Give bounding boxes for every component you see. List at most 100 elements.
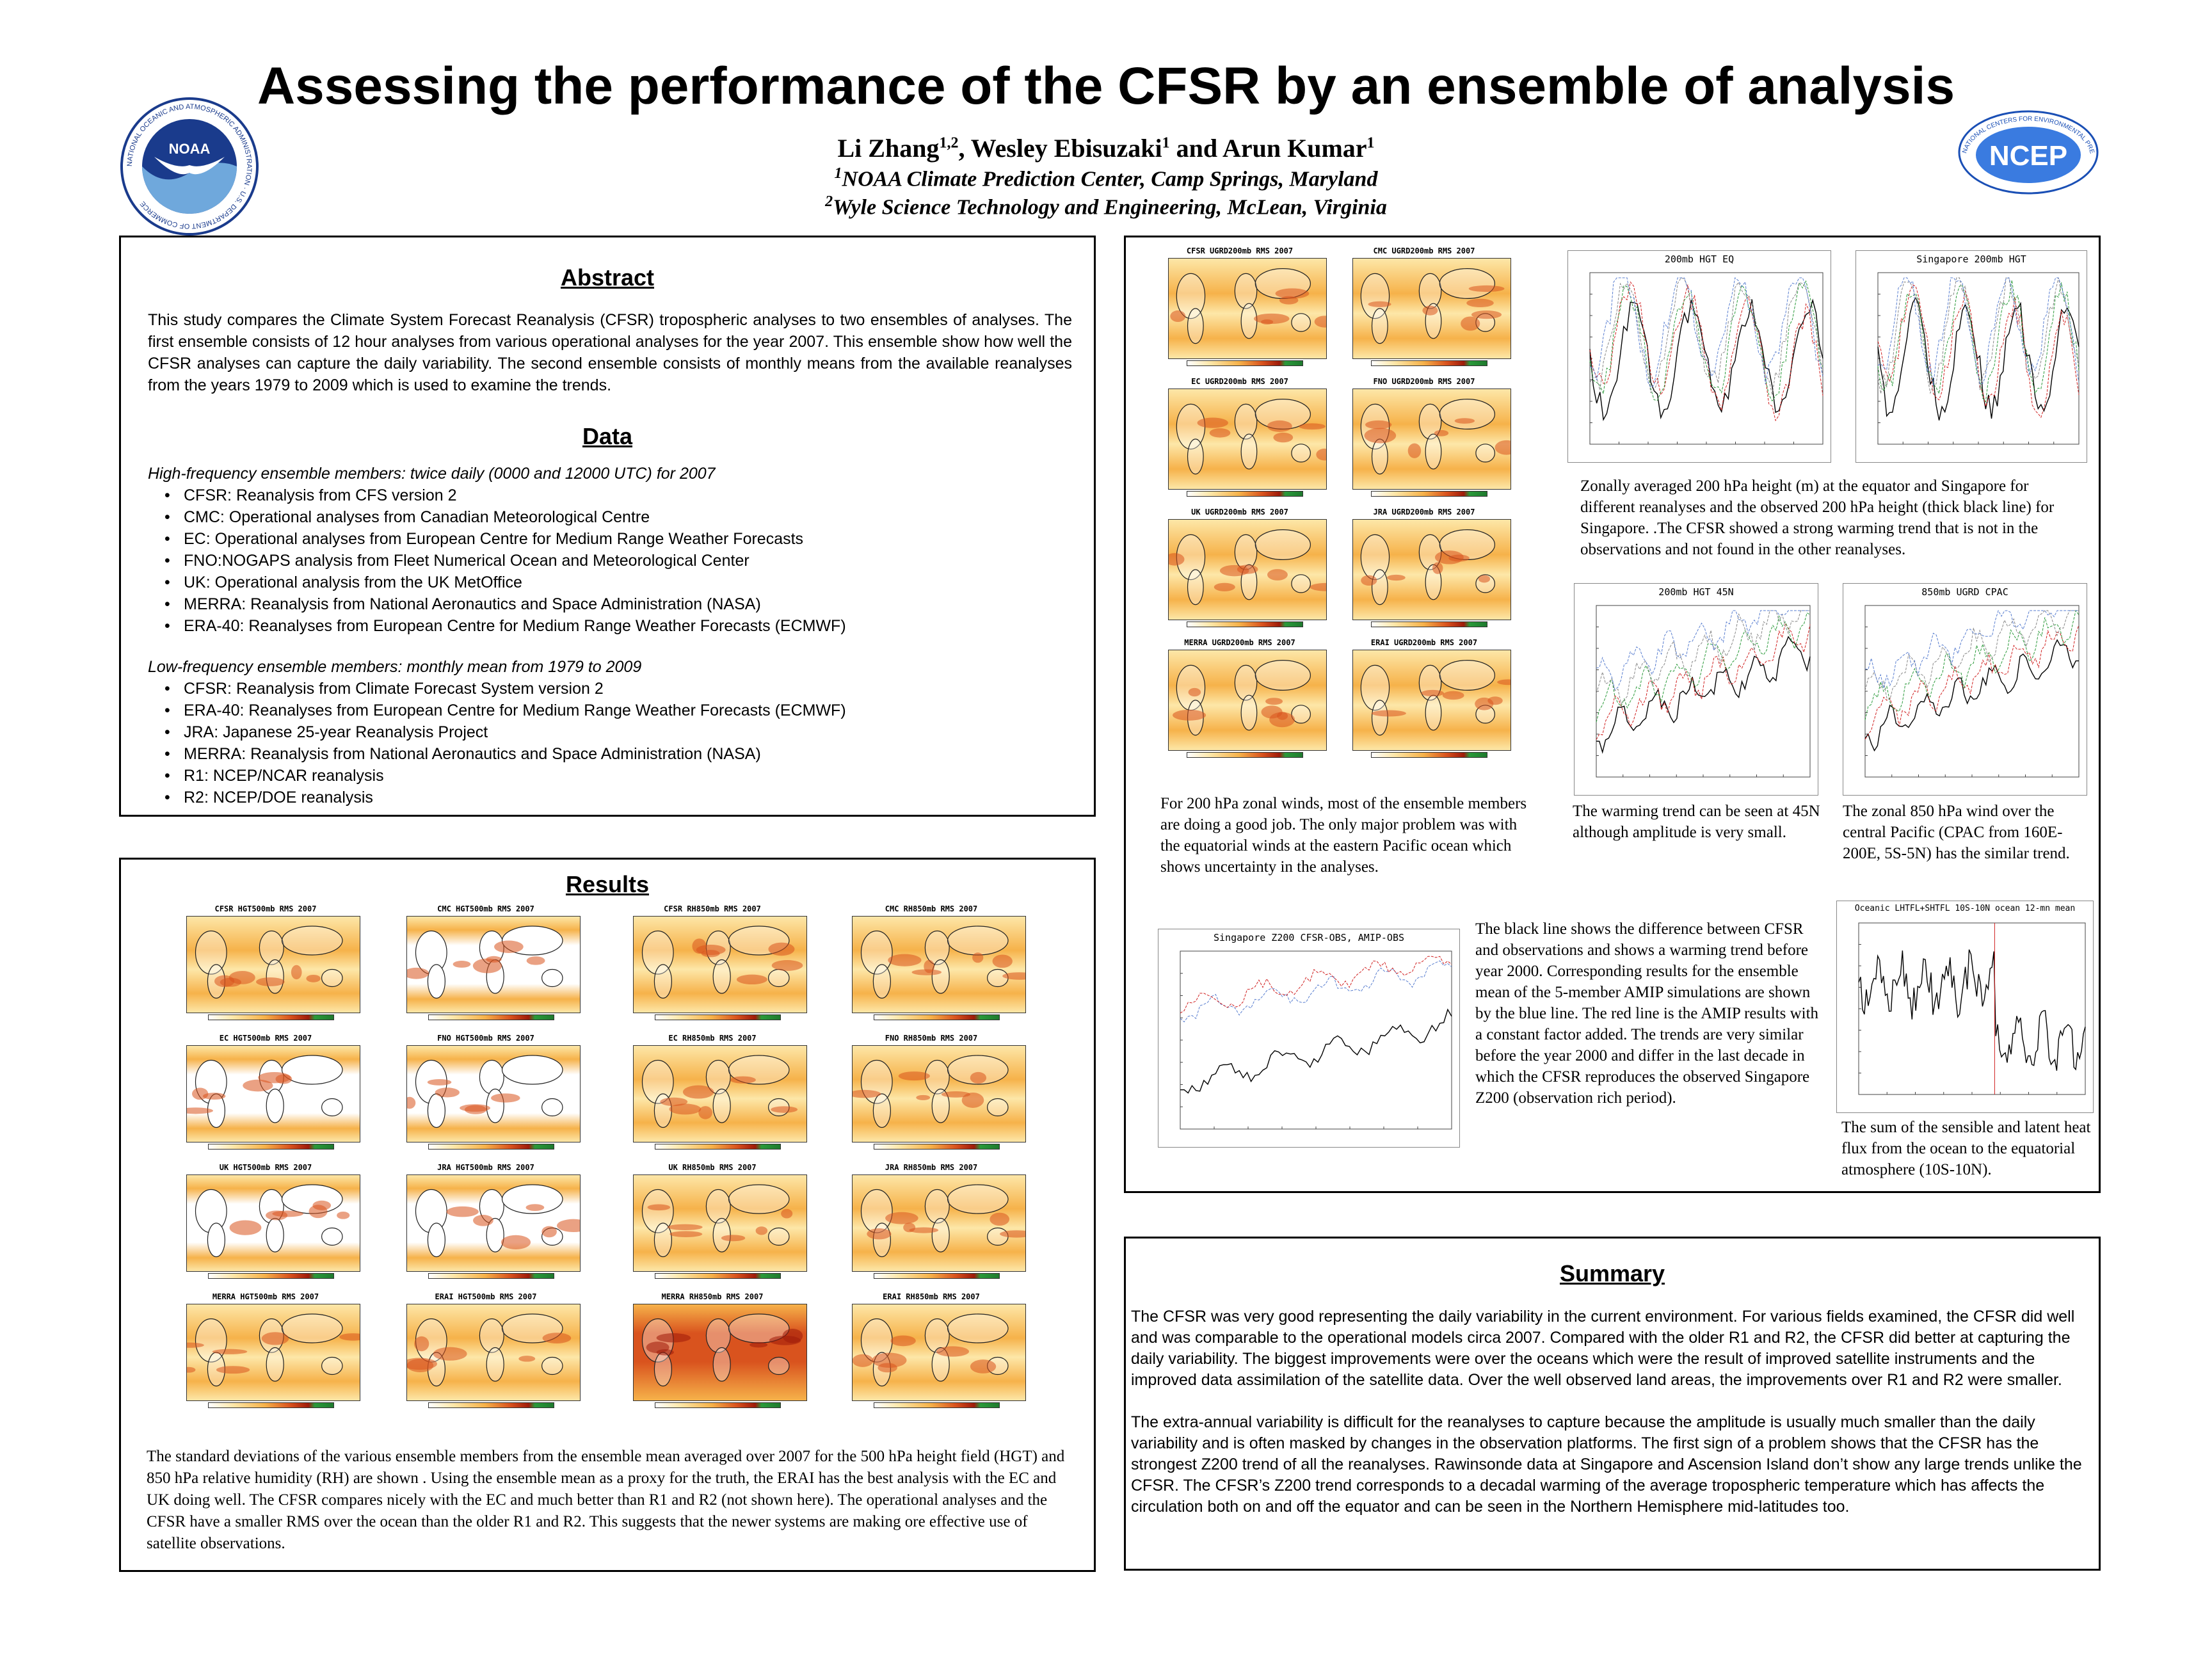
abstract-data-panel: Abstract This study compares the Climate… bbox=[119, 236, 1096, 817]
list-item: JRA: Japanese 25-year Reanalysis Project bbox=[164, 721, 1080, 743]
map-image bbox=[1168, 650, 1327, 751]
plot-z200-graphic bbox=[1180, 950, 1452, 1130]
caption-flux: The sum of the sensible and latent heat … bbox=[1841, 1119, 2091, 1178]
map-image bbox=[1352, 258, 1511, 359]
ncep-logo: NCEP NATIONAL CENTERS FOR ENVIRONMENTAL … bbox=[1952, 97, 2102, 198]
plot-cpac-graphic bbox=[1864, 605, 2080, 778]
map-title: ERAI UGRD200mb RMS 2007 bbox=[1370, 638, 1478, 647]
map-colorbar bbox=[428, 1144, 554, 1150]
map-figure: CFSR HGT500mb RMS 2007 bbox=[170, 904, 362, 1026]
map-image bbox=[186, 916, 360, 1013]
low-freq-list: CFSR: Reanalysis from Climate Forecast S… bbox=[148, 678, 1080, 808]
map-image bbox=[633, 1304, 807, 1401]
plots-top-caption: Zonally averaged 200 hPa height (m) at t… bbox=[1580, 477, 2055, 558]
plot-45n-title: 200mb HGT 45N bbox=[1658, 586, 1734, 598]
list-item: EC: Operational analyses from European C… bbox=[164, 528, 1080, 550]
author-2: , Wesley Ebisuzaki bbox=[958, 134, 1162, 163]
map-colorbar bbox=[655, 1144, 781, 1150]
map-title: CFSR HGT500mb RMS 2007 bbox=[214, 904, 317, 913]
map-title: FNO HGT500mb RMS 2007 bbox=[437, 1034, 534, 1043]
map-figure: FNO HGT500mb RMS 2007 bbox=[390, 1034, 582, 1155]
noaa-logo-text: NOAA bbox=[169, 141, 211, 157]
results-heading: Results bbox=[565, 871, 650, 897]
map-image bbox=[406, 1045, 581, 1142]
map-figure: MERRA RH850mb RMS 2007 bbox=[616, 1292, 808, 1414]
map-colorbar bbox=[208, 1144, 334, 1150]
map-figure: UK HGT500mb RMS 2007 bbox=[170, 1163, 362, 1285]
map-colorbar bbox=[208, 1402, 334, 1408]
low-freq-intro: Low-frequency ensemble members: monthly … bbox=[148, 658, 642, 676]
map-title: EC RH850mb RMS 2007 bbox=[668, 1034, 757, 1043]
list-item: CFSR: Reanalysis from Climate Forecast S… bbox=[164, 678, 1080, 700]
list-item: FNO:NOGAPS analysis from Fleet Numerical… bbox=[164, 550, 1080, 572]
map-title: CFSR RH850mb RMS 2007 bbox=[664, 904, 761, 913]
list-item: ERA-40: Reanalyses from European Centre … bbox=[164, 700, 1080, 721]
map-title: UK UGRD200mb RMS 2007 bbox=[1191, 508, 1288, 517]
map-title: UK HGT500mb RMS 2007 bbox=[219, 1163, 312, 1172]
affiliation-2-text: Wyle Science Technology and Engineering,… bbox=[833, 195, 1387, 220]
affiliation-2: 2Wyle Science Technology and Engineering… bbox=[0, 193, 2212, 220]
summary-heading: Summary bbox=[1559, 1260, 1665, 1286]
map-title: CFSR UGRD200mb RMS 2007 bbox=[1186, 246, 1294, 255]
map-figure: EC HGT500mb RMS 2007 bbox=[170, 1034, 362, 1155]
author-1: Li Zhang bbox=[837, 134, 940, 163]
affiliation-2-sup: 2 bbox=[825, 193, 833, 210]
high-freq-list: CFSR: Reanalysis from CFS version 2 CMC:… bbox=[148, 485, 1080, 637]
map-title: UK RH850mb RMS 2007 bbox=[668, 1163, 757, 1172]
results-map-grid: CFSR HGT500mb RMS 2007 CMC HGT500mb RMS 2… bbox=[121, 904, 1098, 1436]
plot-cpac-title: 850mb UGRD CPAC bbox=[1921, 586, 2008, 598]
map-figure: CFSR RH850mb RMS 2007 bbox=[616, 904, 808, 1026]
map-image bbox=[1352, 519, 1511, 620]
map-figure: ERAI UGRD200mb RMS 2007 bbox=[1336, 638, 1512, 764]
map-colorbar bbox=[208, 1014, 334, 1020]
map-image bbox=[1168, 258, 1327, 359]
ncep-logo-graphic: NCEP NATIONAL CENTERS FOR ENVIRONMENTAL … bbox=[1952, 97, 2099, 195]
map-figure: CFSR UGRD200mb RMS 2007 bbox=[1151, 246, 1328, 372]
map-colorbar bbox=[874, 1402, 1000, 1408]
map-image bbox=[852, 916, 1026, 1013]
list-item: R1: NCEP/NCAR reanalysis bbox=[164, 765, 1080, 787]
map-title: JRA UGRD200mb RMS 2007 bbox=[1373, 508, 1475, 517]
map-figure: UK RH850mb RMS 2007 bbox=[616, 1163, 808, 1285]
plot-eq-graphic bbox=[1589, 272, 1823, 445]
list-item: UK: Operational analysis from the UK Met… bbox=[164, 572, 1080, 593]
map-figure: MERRA UGRD200mb RMS 2007 bbox=[1151, 638, 1328, 764]
map-figure: CMC UGRD200mb RMS 2007 bbox=[1336, 246, 1512, 372]
map-colorbar bbox=[428, 1273, 554, 1279]
map-title: MERRA HGT500mb RMS 2007 bbox=[212, 1292, 319, 1301]
map-image bbox=[633, 916, 807, 1013]
map-colorbar bbox=[1187, 621, 1303, 627]
map-title: EC HGT500mb RMS 2007 bbox=[219, 1034, 312, 1043]
noaa-logo: NOAA NATIONAL OCEANIC AND ATMOSPHERIC AD… bbox=[119, 96, 260, 237]
map-figure: FNO UGRD200mb RMS 2007 bbox=[1336, 377, 1512, 502]
poster-title: Assessing the performance of the CFSR by… bbox=[257, 57, 1955, 115]
wind-caption: For 200 hPa zonal winds, most of the ens… bbox=[1160, 795, 1527, 876]
map-figure: MERRA HGT500mb RMS 2007 bbox=[170, 1292, 362, 1414]
data-heading: Data bbox=[582, 423, 633, 449]
plot-45n-graphic bbox=[1596, 605, 1811, 778]
map-image bbox=[1168, 389, 1327, 490]
plot-singapore-title: Singapore 200mb HGT bbox=[1916, 253, 2026, 265]
author-3: and Arun Kumar bbox=[1169, 134, 1367, 163]
map-colorbar bbox=[1371, 491, 1487, 497]
map-figure: EC RH850mb RMS 2007 bbox=[616, 1034, 808, 1155]
map-title: ERAI RH850mb RMS 2007 bbox=[883, 1292, 980, 1301]
plot-singapore-graphic bbox=[1877, 272, 2080, 445]
map-colorbar bbox=[655, 1014, 781, 1020]
map-figure: CMC HGT500mb RMS 2007 bbox=[390, 904, 582, 1026]
map-image bbox=[852, 1304, 1026, 1401]
map-title: JRA RH850mb RMS 2007 bbox=[885, 1163, 978, 1172]
plot-eq-200hgt: 200mb HGT EQ bbox=[1567, 250, 1831, 463]
map-colorbar bbox=[655, 1402, 781, 1408]
map-colorbar bbox=[208, 1273, 334, 1279]
summary-paragraph-2: The extra-annual variability is difficul… bbox=[1131, 1413, 2082, 1516]
list-item: R2: NCEP/DOE reanalysis bbox=[164, 787, 1080, 808]
authors-line: Li Zhang1,2, Wesley Ebisuzaki1 and Arun … bbox=[0, 133, 2212, 163]
map-title: CMC RH850mb RMS 2007 bbox=[885, 904, 978, 913]
list-item: CMC: Operational analyses from Canadian … bbox=[164, 506, 1080, 528]
map-colorbar bbox=[1187, 752, 1303, 758]
author-1-sup: 1,2 bbox=[939, 134, 959, 152]
map-colorbar bbox=[1371, 621, 1487, 627]
map-figure: JRA UGRD200mb RMS 2007 bbox=[1336, 508, 1512, 633]
map-title: MERRA RH850mb RMS 2007 bbox=[661, 1292, 764, 1301]
